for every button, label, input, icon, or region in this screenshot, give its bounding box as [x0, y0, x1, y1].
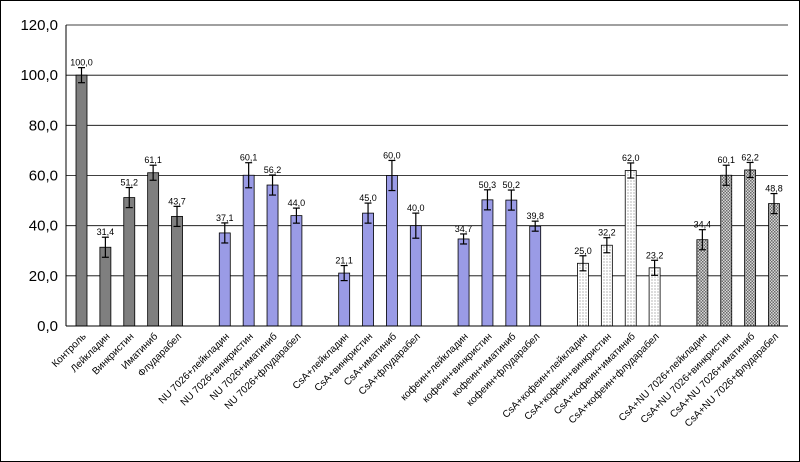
data-label: 43,7 — [168, 196, 186, 206]
bar — [218, 232, 231, 327]
bar — [577, 262, 589, 327]
error-bar — [746, 161, 754, 179]
bar — [147, 172, 160, 327]
data-label: 39,8 — [526, 211, 544, 221]
error-bar — [101, 236, 109, 258]
bar — [529, 225, 542, 327]
bar — [648, 267, 661, 327]
data-label: 62,0 — [622, 153, 640, 163]
error-bar — [364, 202, 372, 224]
error-bar — [651, 259, 659, 276]
data-label: 23,2 — [646, 250, 664, 260]
error-bar — [173, 205, 181, 228]
y-axis-tick-labels: 0,0 20,0 40,0 60,0 80,0 100,0 120,0 — [20, 17, 58, 335]
y-tick-label: 0,0 — [37, 318, 58, 335]
data-label: 50,2 — [503, 180, 521, 190]
data-label: 37,1 — [216, 213, 234, 223]
error-bar — [460, 233, 468, 245]
error-bar — [722, 164, 730, 186]
data-label: 25,0 — [574, 246, 592, 256]
data-label: 45,0 — [359, 193, 377, 203]
bar — [75, 74, 88, 327]
error-bar — [627, 162, 635, 179]
y-tick-label: 20,0 — [29, 268, 58, 285]
data-label: 21,1 — [335, 256, 353, 266]
y-tick-label: 120,0 — [20, 17, 58, 34]
error-bar — [698, 229, 706, 251]
error-bar — [483, 189, 491, 211]
data-labels: 100,0 31,4 51,2 61,1 43,7 37,1 60,1 56,2 44,0 21,… — [70, 58, 783, 266]
data-label: 61,1 — [144, 155, 162, 165]
bar — [481, 199, 494, 327]
error-bar — [292, 207, 300, 224]
bar — [266, 184, 279, 327]
data-label: 56,2 — [264, 165, 282, 175]
bar — [171, 215, 183, 327]
error-bar — [412, 212, 420, 239]
data-label: 60,1 — [717, 155, 735, 165]
y-tick-label: 80,0 — [29, 117, 58, 134]
data-label: 50,3 — [479, 180, 497, 190]
error-bar — [340, 264, 348, 282]
gridlines — [66, 24, 788, 277]
data-label: 100,0 — [70, 58, 93, 68]
bar — [290, 215, 303, 327]
data-label: 34,4 — [694, 220, 712, 230]
bar — [457, 238, 470, 327]
data-label: 51,2 — [120, 178, 138, 188]
bar — [362, 212, 374, 327]
error-bars — [78, 67, 778, 282]
data-label: 60,1 — [240, 153, 258, 163]
error-bar — [221, 222, 229, 244]
bar — [386, 175, 398, 327]
data-label: 40,0 — [407, 203, 425, 213]
data-label: 44,0 — [288, 198, 306, 208]
y-tick-label: 60,0 — [29, 168, 58, 185]
data-label: 62,2 — [741, 152, 759, 162]
error-bar — [388, 159, 396, 192]
bar — [744, 169, 757, 327]
bars — [75, 74, 780, 327]
bar — [696, 239, 709, 327]
error-bar — [531, 220, 539, 232]
data-label: 31,4 — [97, 227, 115, 237]
error-bar — [269, 174, 277, 196]
error-bar — [770, 192, 778, 215]
bar — [409, 225, 422, 327]
bar — [720, 174, 733, 327]
data-label: 60,0 — [383, 150, 401, 160]
bar — [99, 246, 112, 327]
data-label: 34,7 — [455, 224, 473, 234]
error-bar — [245, 162, 253, 189]
error-bar — [579, 255, 587, 272]
y-tick-label: 40,0 — [29, 218, 58, 235]
bar — [123, 197, 136, 327]
error-bar — [125, 186, 133, 209]
y-tick-label: 100,0 — [20, 67, 58, 84]
error-bar — [78, 67, 85, 84]
error-bar — [603, 237, 611, 254]
data-label: 48,8 — [765, 184, 783, 194]
error-bar — [149, 164, 157, 181]
error-bar — [507, 189, 515, 211]
bar — [505, 199, 518, 327]
bar — [624, 170, 637, 327]
bar — [242, 174, 255, 327]
bar — [768, 203, 780, 327]
bar — [600, 244, 613, 327]
data-label: 32,2 — [598, 228, 616, 238]
